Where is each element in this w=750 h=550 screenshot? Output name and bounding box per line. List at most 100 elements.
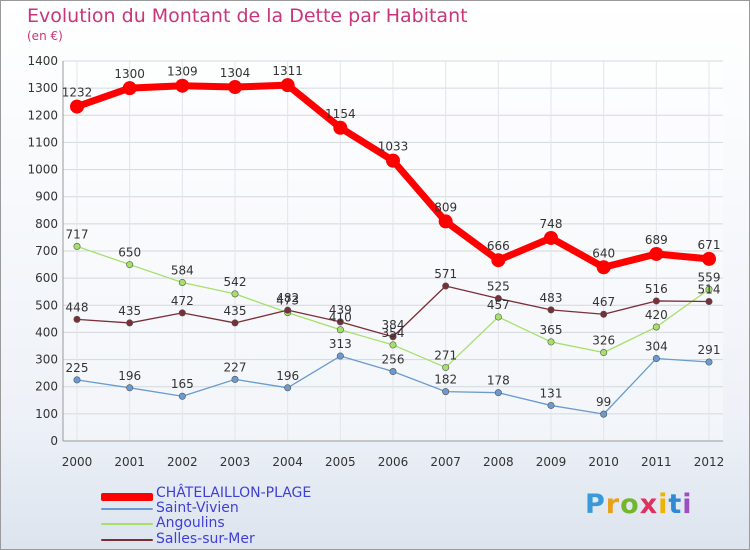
legend-swatch-chatelaillon xyxy=(101,493,153,501)
x-tick-label: 2003 xyxy=(220,455,251,469)
data-label: 420 xyxy=(645,308,668,322)
legend-label-angoulins: Angoulins xyxy=(156,515,225,531)
y-tick-label: 100 xyxy=(35,407,58,421)
data-label: 1300 xyxy=(114,67,145,81)
x-tick-label: 2006 xyxy=(378,455,409,469)
data-point xyxy=(73,242,81,250)
x-tick-label: 2008 xyxy=(483,455,514,469)
legend-label-salles-sur-mer: Salles-sur-Mer xyxy=(156,531,255,547)
data-point xyxy=(547,401,555,409)
data-point xyxy=(336,352,344,360)
data-label: 671 xyxy=(698,238,721,252)
data-label: 482 xyxy=(276,291,299,305)
data-label: 571 xyxy=(434,267,457,281)
data-point xyxy=(442,363,450,371)
data-point xyxy=(494,294,502,302)
data-label: 1232 xyxy=(62,86,93,100)
data-point xyxy=(178,278,186,286)
data-point xyxy=(336,318,344,326)
data-point xyxy=(600,349,608,357)
data-label: 457 xyxy=(487,298,510,312)
y-tick-label: 500 xyxy=(35,298,58,312)
data-point xyxy=(600,310,608,318)
y-tick-label: 600 xyxy=(35,271,58,285)
data-label: 473 xyxy=(276,294,299,308)
data-label: 467 xyxy=(592,295,615,309)
y-tick-label: 1200 xyxy=(27,108,58,122)
data-label: 448 xyxy=(66,300,89,314)
legend-label-saint-vivien: Saint-Vivien xyxy=(156,500,239,516)
data-point xyxy=(122,81,137,96)
data-label: 514 xyxy=(698,282,721,296)
data-point xyxy=(175,78,190,93)
data-point xyxy=(73,376,81,384)
data-label: 291 xyxy=(698,343,721,357)
data-label: 304 xyxy=(645,339,668,353)
data-point xyxy=(547,338,555,346)
data-point xyxy=(126,261,134,269)
data-point xyxy=(178,392,186,400)
data-label: 1033 xyxy=(378,140,409,154)
x-tick-label: 2005 xyxy=(325,455,356,469)
data-label: 271 xyxy=(434,348,457,362)
data-label: 1311 xyxy=(272,64,303,78)
x-tick-label: 2010 xyxy=(588,455,619,469)
x-tick-label: 2007 xyxy=(430,455,461,469)
data-label: 182 xyxy=(434,373,457,387)
data-point xyxy=(280,78,295,93)
x-tick-label: 2011 xyxy=(641,455,672,469)
data-point xyxy=(491,253,506,268)
legend-swatch-salles-sur-mer xyxy=(101,539,153,541)
data-point xyxy=(442,282,450,290)
data-point xyxy=(596,260,611,275)
data-point xyxy=(231,290,239,298)
data-point xyxy=(126,319,134,327)
chart-subtitle: (en €) xyxy=(27,29,63,43)
data-point xyxy=(494,389,502,397)
data-point xyxy=(178,309,186,317)
data-label: 1154 xyxy=(325,107,356,121)
data-label: 439 xyxy=(329,303,352,317)
x-tick-label: 2000 xyxy=(62,455,93,469)
data-label: 748 xyxy=(540,217,563,231)
data-label: 640 xyxy=(592,246,615,260)
chart-title: Evolution du Montant de la Dette par Hab… xyxy=(27,5,468,27)
data-label: 178 xyxy=(487,374,510,388)
data-label: 410 xyxy=(329,311,352,325)
data-point xyxy=(389,368,397,376)
data-label: 559 xyxy=(698,270,721,284)
data-point xyxy=(705,358,713,366)
y-tick-label: 300 xyxy=(35,353,58,367)
data-point xyxy=(652,354,660,362)
data-point xyxy=(705,285,713,293)
data-label: 227 xyxy=(224,360,247,374)
data-label: 326 xyxy=(592,334,615,348)
y-tick-label: 0 xyxy=(50,434,58,448)
data-point xyxy=(386,153,400,168)
data-point xyxy=(494,313,502,321)
data-point xyxy=(652,323,660,331)
data-point xyxy=(389,333,397,341)
data-label: 131 xyxy=(540,386,563,400)
data-label: 435 xyxy=(224,304,247,318)
data-point xyxy=(547,306,555,314)
data-point xyxy=(442,388,450,396)
data-label: 354 xyxy=(382,326,405,340)
data-label: 525 xyxy=(487,280,510,294)
y-tick-label: 1100 xyxy=(27,135,58,149)
data-point xyxy=(231,319,239,327)
data-point xyxy=(73,315,81,323)
data-point xyxy=(333,120,348,135)
data-label: 225 xyxy=(66,361,89,375)
data-label: 313 xyxy=(329,337,352,351)
data-point xyxy=(231,375,239,383)
data-label: 1309 xyxy=(167,65,198,79)
data-point xyxy=(228,80,242,95)
x-tick-label: 2001 xyxy=(114,455,145,469)
data-label: 196 xyxy=(276,369,299,383)
legend-swatch-saint-vivien xyxy=(101,508,153,510)
x-tick-label: 2004 xyxy=(272,455,303,469)
y-tick-label: 200 xyxy=(35,380,58,394)
